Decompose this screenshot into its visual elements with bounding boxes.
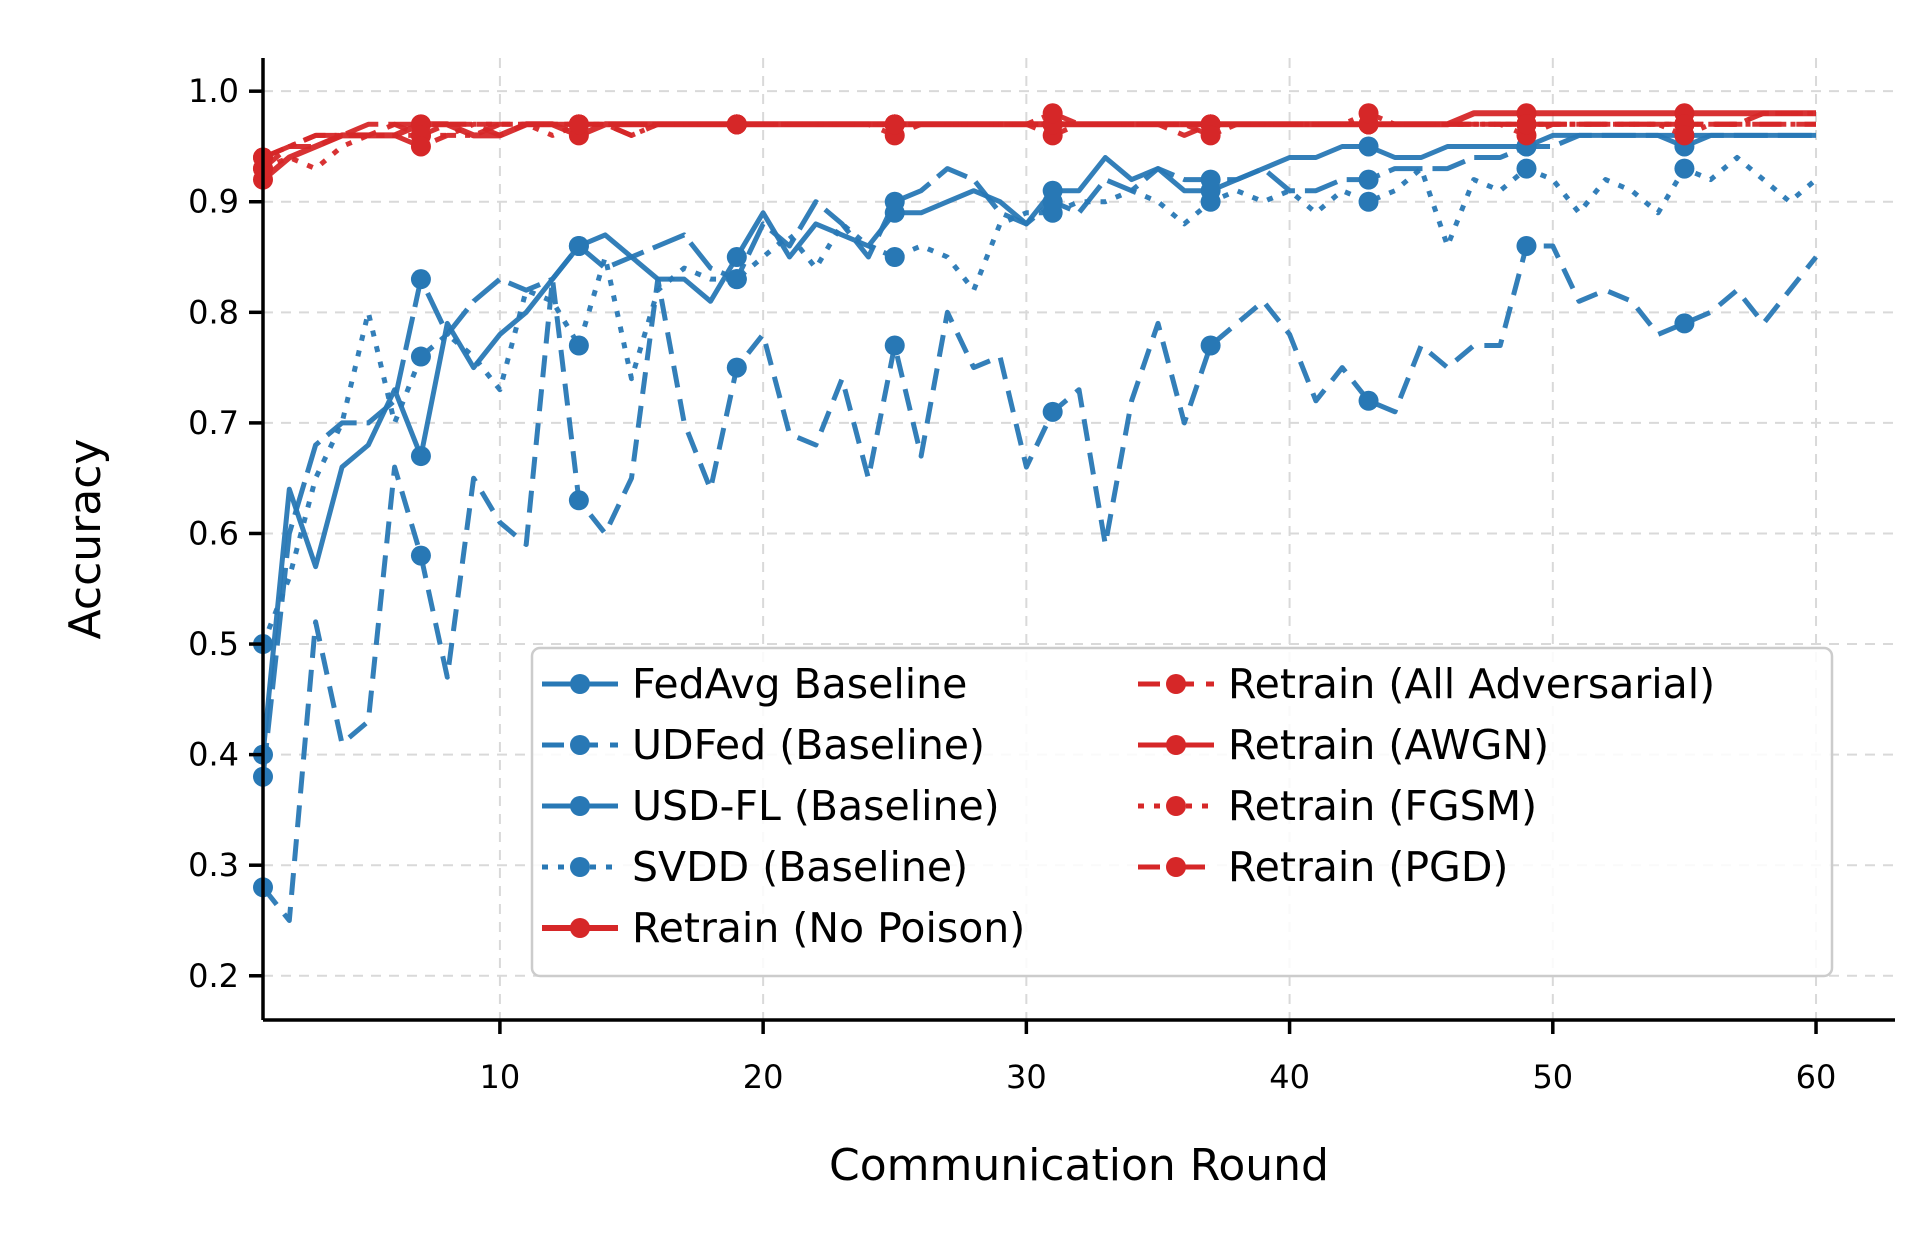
data-point-marker	[1200, 169, 1221, 190]
legend-item: Retrain (AWGN)	[1138, 721, 1549, 769]
data-point-marker	[1674, 158, 1695, 179]
x-tick-label: 10	[480, 1058, 521, 1096]
legend-item: UDFed (Baseline)	[542, 721, 985, 769]
data-point-marker	[410, 446, 431, 467]
legend-marker	[1166, 857, 1186, 877]
y-tick-label: 0.4	[188, 736, 239, 774]
data-point-marker	[410, 545, 431, 566]
legend-item: USD-FL (Baseline)	[542, 782, 1000, 830]
data-point-marker	[1358, 169, 1379, 190]
y-axis-title: Accuracy	[60, 439, 111, 640]
legend-marker	[1166, 796, 1186, 816]
data-point-marker	[1674, 125, 1695, 146]
ticks: 10 20 30 40 50 60 0.2 0.3 0.4 0.5 0.6 0.7 0.8 0.9 1.0	[188, 72, 1836, 1096]
y-tick-label: 0.7	[188, 404, 239, 442]
data-point-marker	[1674, 313, 1695, 334]
data-point-marker	[1200, 125, 1221, 146]
legend-item: Retrain (PGD)	[1138, 843, 1508, 891]
legend-label: SVDD (Baseline)	[632, 843, 968, 891]
data-point-marker	[568, 335, 589, 356]
legend-marker	[570, 857, 590, 877]
y-tick-label: 0.9	[188, 183, 239, 221]
data-point-marker	[1200, 191, 1221, 212]
legend-label: Retrain (FGSM)	[1228, 782, 1537, 830]
data-point-marker	[884, 114, 905, 135]
y-tick-label: 0.5	[188, 625, 239, 663]
data-point-marker	[1358, 390, 1379, 411]
x-tick-label: 50	[1532, 1058, 1573, 1096]
data-point-marker	[1516, 114, 1537, 135]
y-tick-label: 0.8	[188, 293, 239, 331]
data-point-marker	[568, 490, 589, 511]
data-point-marker	[884, 335, 905, 356]
series-line	[260, 155, 1818, 645]
legend-marker	[1166, 735, 1186, 755]
data-point-marker	[1200, 335, 1221, 356]
data-point-marker	[1358, 103, 1379, 124]
series-retrain-pgd	[253, 103, 1816, 168]
y-tick-label: 0.3	[188, 846, 239, 884]
x-tick-label: 40	[1269, 1058, 1310, 1096]
x-tick-label: 20	[743, 1058, 784, 1096]
series-udfed-baseline	[253, 235, 1818, 923]
y-tick-label: 0.6	[188, 514, 239, 552]
legend-label: UDFed (Baseline)	[632, 721, 985, 769]
series-lines	[253, 103, 1818, 923]
legend-marker	[570, 796, 590, 816]
series-line	[260, 132, 1816, 777]
x-tick-label: 60	[1796, 1058, 1837, 1096]
data-point-marker	[1358, 136, 1379, 157]
x-tick-label: 30	[1006, 1058, 1047, 1096]
data-point-marker	[1358, 191, 1379, 212]
data-point-marker	[726, 357, 747, 378]
legend-item: Retrain (No Poison)	[542, 904, 1025, 952]
data-point-marker	[410, 346, 431, 367]
data-point-marker	[726, 269, 747, 290]
data-point-marker	[1516, 158, 1537, 179]
legend: FedAvg Baseline UDFed (Baseline) USD-FL (B…	[530, 646, 1834, 978]
data-point-marker	[568, 114, 589, 135]
legend-item: Retrain (FGSM)	[1138, 782, 1537, 830]
y-tick-label: 0.2	[188, 957, 239, 995]
legend-label: Retrain (No Poison)	[632, 904, 1025, 952]
legend-marker	[570, 918, 590, 938]
legend-label: USD-FL (Baseline)	[632, 782, 1000, 830]
data-point-marker	[726, 114, 747, 135]
data-point-marker	[410, 136, 431, 157]
legend-item: Retrain (All Adversarial)	[1138, 660, 1715, 708]
legend-item: FedAvg Baseline	[542, 660, 967, 708]
data-point-marker	[1042, 401, 1063, 422]
legend-marker	[570, 735, 590, 755]
data-point-marker	[726, 247, 747, 268]
series-line	[262, 110, 1816, 160]
data-point-marker	[1042, 103, 1063, 124]
legend-marker	[1166, 674, 1186, 694]
data-point-marker	[568, 235, 589, 256]
x-axis-title: Communication Round	[829, 1140, 1329, 1191]
data-point-marker	[1516, 235, 1537, 256]
legend-label: FedAvg Baseline	[632, 660, 967, 708]
series-line	[261, 243, 1818, 923]
axes	[261, 58, 1895, 1022]
legend-label: Retrain (AWGN)	[1228, 721, 1549, 769]
legend-label: Retrain (All Adversarial)	[1228, 660, 1715, 708]
legend-marker	[570, 674, 590, 694]
series-svdd-baseline	[253, 155, 1818, 655]
data-point-marker	[884, 247, 905, 268]
data-point-marker	[884, 191, 905, 212]
legend-label: Retrain (PGD)	[1228, 843, 1508, 891]
legend-item: SVDD (Baseline)	[542, 843, 968, 891]
y-tick-label: 1.0	[188, 72, 239, 110]
data-point-marker	[1042, 202, 1063, 223]
data-point-marker	[410, 269, 431, 290]
